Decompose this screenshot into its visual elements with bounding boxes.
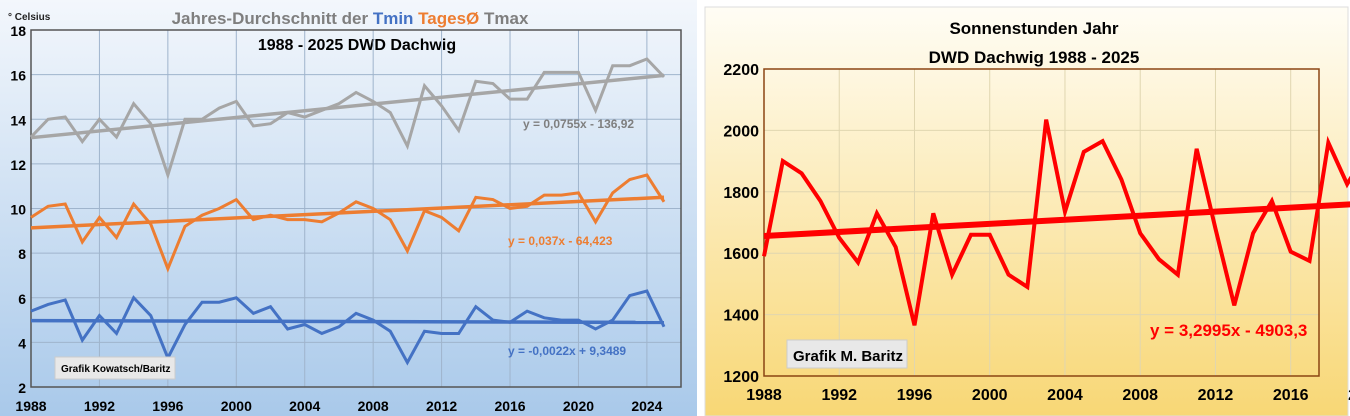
- x-tick-label: 2008: [358, 398, 389, 414]
- y-tick-label: 2: [18, 380, 26, 396]
- y-tick-label: 6: [18, 291, 26, 307]
- credit-label: Grafik M. Baritz: [793, 348, 903, 365]
- y-tick-label: 4: [18, 335, 26, 351]
- x-tick-label: 2012: [426, 398, 457, 414]
- title-part: Jahres-Durchschnitt der: [172, 9, 373, 28]
- trendline: [30, 195, 665, 230]
- credit-box: [54, 356, 176, 380]
- y-tick-label: 1600: [723, 246, 759, 263]
- x-tick-label: 1992: [821, 387, 857, 404]
- plot-area: [30, 29, 682, 388]
- y-tick-label: 10: [10, 202, 26, 218]
- x-tick-label: 1996: [152, 398, 183, 414]
- y-tick-label: 1200: [723, 369, 759, 386]
- x-tick-label: 1988: [746, 387, 782, 404]
- y-tick-label: 8: [18, 246, 26, 262]
- x-tick-label: 2000: [221, 398, 252, 414]
- x-tick-label: 1996: [897, 387, 933, 404]
- trend-equation: y = -0,0022x + 9,3489: [508, 344, 626, 358]
- series-line-tagesø: [30, 173, 666, 273]
- x-tick-label: 2000: [972, 387, 1008, 404]
- trend-equation: y = 3,2995x - 4903,3: [1150, 321, 1307, 340]
- x-tick-label: 2004: [1047, 387, 1083, 404]
- chart-title: Jahres-Durchschnitt der Tmin TagesØ Tmax: [172, 9, 529, 28]
- y-tick-label: 16: [10, 68, 26, 84]
- y-tick-label: 18: [10, 23, 26, 39]
- y-tick-label: 2200: [723, 62, 759, 79]
- x-tick-label: 1988: [15, 398, 46, 414]
- x-tick-label: 2024: [631, 398, 662, 414]
- x-tick-label: 2016: [494, 398, 525, 414]
- x-tick-label: 2008: [1122, 387, 1158, 404]
- x-tick-label: 2012: [1198, 387, 1234, 404]
- y-axis-label: ° Celsius: [8, 12, 51, 23]
- temperature-chart: ° Celsius Jahres-Durchschnitt der Tmin T…: [0, 0, 697, 416]
- credit-label: Grafik Kowatsch/Baritz: [61, 364, 170, 375]
- trend-equation: y = 0,0755x - 136,92: [523, 117, 634, 131]
- plot-area: [763, 68, 1320, 377]
- series-line-tmax: [29, 57, 666, 180]
- x-tick-label: 2020: [1348, 387, 1350, 404]
- y-tick-label: 2000: [723, 123, 759, 140]
- y-tick-label: 12: [10, 157, 26, 173]
- trendline: [30, 318, 665, 325]
- series-line-sun: [762, 119, 1350, 326]
- x-tick-label: 2020: [563, 398, 594, 414]
- y-tick-label: 1800: [723, 185, 759, 202]
- chart-subtitle: 1988 - 2025 DWD Dachwig: [258, 37, 456, 54]
- y-tick-label: 1400: [723, 308, 759, 325]
- trendline: [30, 73, 665, 140]
- x-tick-label: 1992: [84, 398, 115, 414]
- trendline: [763, 201, 1350, 239]
- y-tick-label: 14: [10, 112, 26, 128]
- chart-title: Sonnenstunden Jahr: [949, 19, 1118, 38]
- chart-subtitle: DWD Dachwig 1988 - 2025: [929, 48, 1140, 67]
- x-tick-label: 2016: [1273, 387, 1309, 404]
- credit-box: [786, 339, 908, 369]
- x-tick-label: 2004: [289, 398, 320, 414]
- title-tmin: Tmin: [373, 9, 414, 28]
- title-tmax: Tmax: [479, 9, 529, 28]
- sunshine-chart: Sonnenstunden Jahr DWD Dachwig 1988 - 20…: [704, 6, 1350, 416]
- trend-equation: y = 0,037x - 64,423: [508, 234, 613, 248]
- title-tages: TagesØ: [413, 9, 479, 28]
